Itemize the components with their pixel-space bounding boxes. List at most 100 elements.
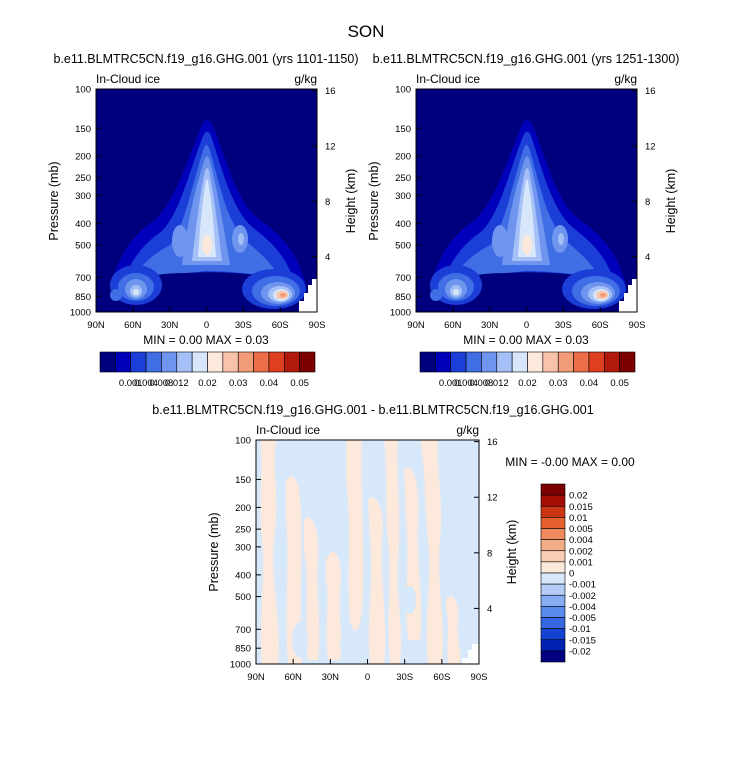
colorbar-swatch: [465, 351, 482, 373]
colorbar-swatch: [253, 351, 270, 373]
colorbar-swatch: [540, 639, 566, 652]
colorbar-label: 0.05: [610, 378, 629, 389]
colorbar-swatch: [161, 351, 178, 373]
figure-title: SON: [348, 22, 385, 41]
panel-3-y-axis-label: Pressure (mb): [207, 512, 221, 591]
colorbar-swatch: [540, 550, 566, 563]
colorbar-label: 0.03: [229, 378, 248, 389]
panel-1-plot-area: [96, 89, 317, 312]
colorbar-label: -0.002: [569, 591, 596, 602]
colorbar-swatch: [283, 351, 300, 373]
colorbar-swatch: [573, 351, 590, 373]
colorbar-label: 0.015: [569, 502, 593, 513]
colorbar-label: 0.001: [119, 378, 143, 389]
colorbar-swatch: [540, 617, 566, 629]
colorbar-swatch: [540, 628, 566, 641]
x-tick-label: 90S: [471, 672, 488, 683]
panel-2-y-ticks: 100 150 200 250 300 400 500 700 850 1000: [390, 85, 421, 319]
y-tick-label: 250: [235, 525, 251, 536]
panel-1-y2-ticks: 4 8 12 16: [312, 86, 336, 263]
y-tick-label: 1000: [390, 308, 411, 319]
panel-1-right-label: g/kg: [294, 72, 317, 86]
colorbar-swatch: [419, 351, 436, 373]
panel-3-stats: MIN = -0.00 MAX = 0.00: [505, 455, 635, 469]
panel-3-colorbar: 0.020.0150.010.0050.0040.0020.0010-0.001…: [540, 483, 596, 663]
x-tick-label: 30N: [481, 320, 499, 331]
colorbar-label: 0.008: [150, 378, 174, 389]
y2-tick-label: 12: [325, 141, 336, 152]
y-tick-label: 100: [75, 85, 91, 96]
y2-tick-label: 4: [487, 604, 492, 615]
colorbar-swatch: [540, 561, 566, 574]
colorbar-swatch: [540, 650, 566, 663]
colorbar-label: -0.01: [569, 624, 591, 635]
colorbar-swatch: [540, 517, 566, 529]
y-tick-label: 700: [235, 625, 251, 636]
y-tick-label: 150: [75, 124, 91, 135]
colorbar-swatch: [176, 351, 193, 373]
colorbar-swatch: [99, 351, 116, 373]
colorbar-label: 0.03: [549, 378, 568, 389]
panel-3-y2-axis-label: Height (km): [505, 520, 519, 585]
y-tick-label: 100: [395, 85, 411, 96]
panel-2-right-label: g/kg: [614, 72, 637, 86]
x-tick-label: 90S: [629, 320, 646, 331]
colorbar-swatch: [527, 351, 544, 373]
panel-1-y2-axis-label: Height (km): [344, 169, 358, 234]
colorbar-label: -0.015: [569, 635, 596, 646]
y-tick-label: 700: [395, 273, 411, 284]
colorbar-swatch: [496, 351, 513, 373]
panel-1: b.e11.BLMTRC5CN.f19_g16.GHG.001 (yrs 110…: [47, 52, 359, 389]
colorbar-label: 0.004: [454, 378, 478, 389]
y2-tick-label: 12: [487, 493, 498, 504]
panel-1-y-axis-label: Pressure (mb): [47, 161, 61, 240]
colorbar-swatch: [540, 583, 566, 596]
colorbar-label: 0.002: [569, 546, 593, 557]
panel-3-plot-area: [256, 440, 479, 664]
panel-1-stats: MIN = 0.00 MAX = 0.03: [143, 333, 269, 347]
colorbar-label: 0.04: [260, 378, 279, 389]
colorbar-label: 0.02: [518, 378, 537, 389]
y-tick-label: 300: [75, 191, 91, 202]
x-tick-label: 90N: [247, 672, 265, 683]
colorbar-swatch: [222, 351, 239, 373]
x-tick-label: 0: [204, 320, 209, 331]
colorbar-swatch: [191, 351, 208, 373]
panel-3-y-ticks: 100 150 200 250 300 400 500 700 850 1000: [230, 436, 261, 671]
colorbar-swatch: [542, 351, 559, 373]
panel-3-right-label: g/kg: [456, 423, 479, 437]
panel-2-plot-area: [416, 89, 637, 312]
x-tick-label: 0: [365, 672, 370, 683]
panel-1-title: b.e11.BLMTRC5CN.f19_g16.GHG.001 (yrs 110…: [53, 52, 358, 66]
y-tick-label: 400: [235, 570, 251, 581]
colorbar-swatch: [557, 351, 574, 373]
x-tick-label: 30N: [322, 672, 340, 683]
panel-2-y-axis-label: Pressure (mb): [367, 161, 381, 240]
y-tick-label: 200: [75, 152, 91, 163]
y-tick-label: 850: [75, 292, 91, 303]
colorbar-swatch: [115, 351, 132, 373]
colorbar-label: 0.004: [134, 378, 158, 389]
colorbar-swatch: [130, 351, 147, 373]
panel-2-y2-axis-label: Height (km): [664, 169, 678, 234]
colorbar-swatch: [540, 572, 566, 585]
x-tick-label: 60S: [433, 672, 450, 683]
x-tick-label: 90S: [309, 320, 326, 331]
colorbar-swatch: [481, 351, 498, 373]
y-tick-label: 300: [235, 542, 251, 553]
panel-2-y2-ticks: 4 8 12 16: [632, 86, 656, 263]
colorbar-label: 0.02: [569, 491, 588, 502]
y-tick-label: 500: [75, 240, 91, 251]
y-tick-label: 850: [395, 292, 411, 303]
x-tick-label: 90N: [87, 320, 105, 331]
colorbar-label: 0.001: [439, 378, 463, 389]
x-tick-label: 60S: [592, 320, 609, 331]
panel-2-x-ticks: 90N 60N 30N 0 30S 60S 90S: [407, 307, 645, 331]
colorbar-label: -0.004: [569, 602, 596, 613]
panel-2-stats: MIN = 0.00 MAX = 0.03: [463, 333, 589, 347]
y-tick-label: 200: [395, 152, 411, 163]
colorbar-label: -0.02: [569, 646, 591, 657]
